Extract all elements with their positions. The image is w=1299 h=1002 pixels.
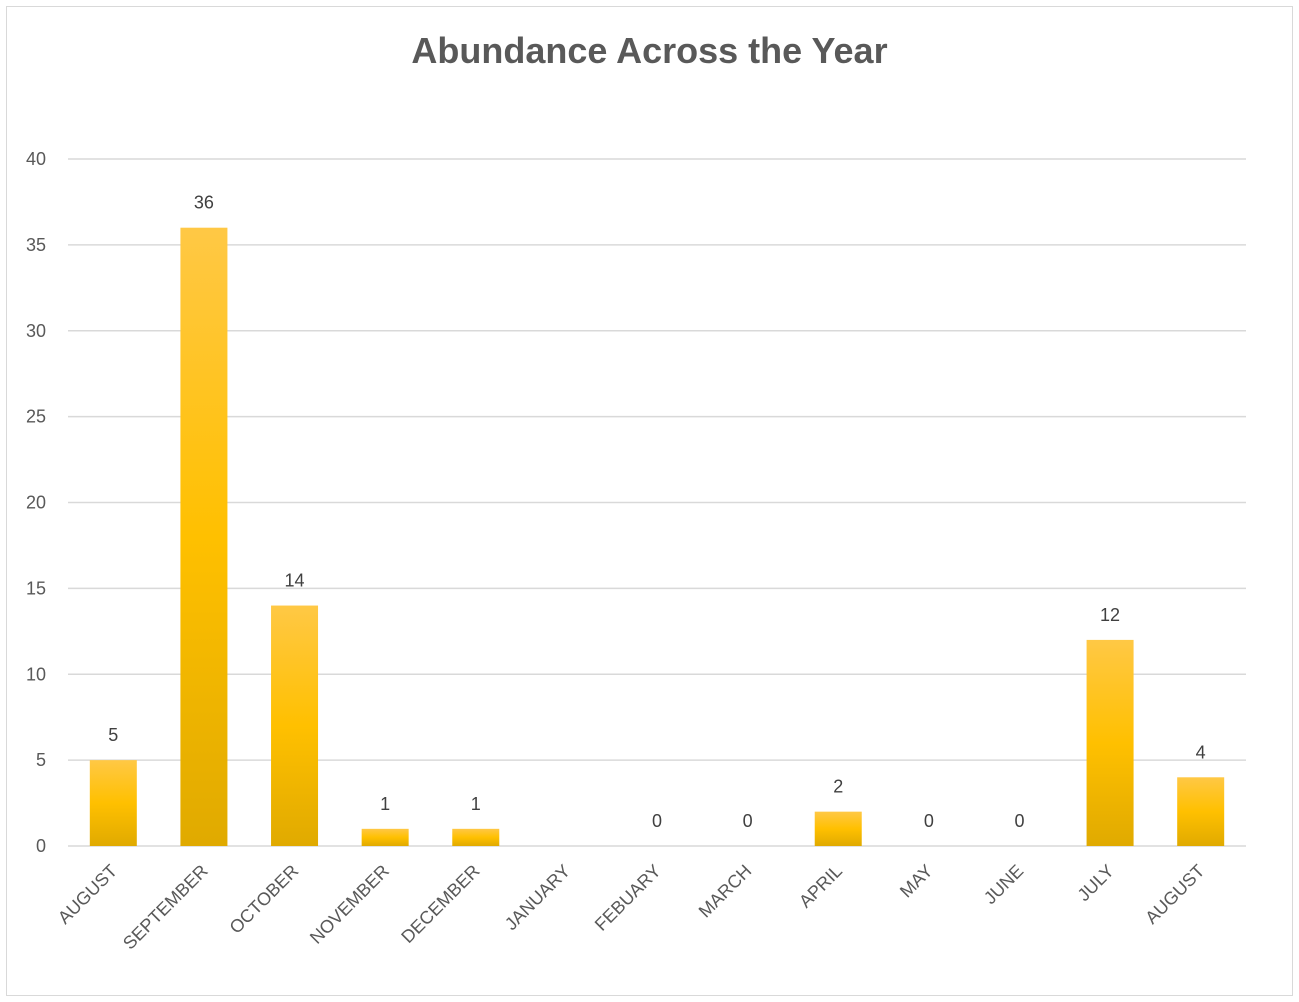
- x-tick-label: SEPTEMBER: [119, 861, 212, 954]
- x-tick-label: APRIL: [795, 861, 846, 912]
- bar: [1086, 639, 1134, 846]
- x-tick-label: AUGUST: [54, 861, 121, 928]
- x-tick-label: JUNE: [980, 861, 1027, 908]
- y-tick-label: 20: [26, 493, 46, 513]
- x-tick-label: DECEMBER: [397, 861, 483, 947]
- data-label: 0: [1014, 811, 1024, 831]
- data-label: 0: [743, 811, 753, 831]
- bar: [271, 605, 319, 846]
- x-tick-label: OCTOBER: [226, 861, 303, 938]
- data-label: 2: [833, 777, 843, 797]
- y-axis-ticks: 0 5 10 15 20 25 30 35 40: [26, 149, 46, 856]
- bar: [361, 828, 409, 846]
- data-label: 0: [652, 811, 662, 831]
- y-tick-label: 25: [26, 407, 46, 427]
- data-label: 1: [380, 794, 390, 814]
- bar: [89, 760, 137, 846]
- x-tick-label: FEBUARY: [591, 861, 665, 935]
- bar: [180, 227, 228, 846]
- y-tick-label: 35: [26, 235, 46, 255]
- data-label: 36: [194, 193, 214, 213]
- gridlines: [68, 158, 1246, 847]
- bars: [89, 227, 1225, 846]
- y-tick-label: 10: [26, 664, 46, 684]
- x-tick-label: MAY: [896, 861, 937, 902]
- chart-title: Abundance Across the Year: [411, 30, 888, 71]
- x-tick-label: JULY: [1074, 861, 1118, 905]
- bar: [1177, 777, 1225, 846]
- x-tick-label: JANUARY: [501, 861, 574, 934]
- data-labels: 5 36 14 1 1 0 0 2 0 0 12 4: [108, 193, 1205, 831]
- x-tick-label: NOVEMBER: [306, 861, 393, 948]
- bar: [814, 811, 862, 846]
- data-label: 12: [1100, 605, 1120, 625]
- x-tick-label: MARCH: [695, 861, 756, 922]
- x-tick-label: AUGUST: [1141, 861, 1208, 928]
- y-tick-label: 30: [26, 321, 46, 341]
- y-tick-label: 40: [26, 149, 46, 169]
- data-label: 0: [924, 811, 934, 831]
- bar: [452, 828, 500, 846]
- data-label: 1: [471, 794, 481, 814]
- data-label: 14: [285, 571, 305, 591]
- y-tick-label: 0: [36, 836, 46, 856]
- y-tick-label: 15: [26, 578, 46, 598]
- data-label: 4: [1196, 742, 1206, 762]
- y-tick-label: 5: [36, 750, 46, 770]
- data-label: 5: [108, 725, 118, 745]
